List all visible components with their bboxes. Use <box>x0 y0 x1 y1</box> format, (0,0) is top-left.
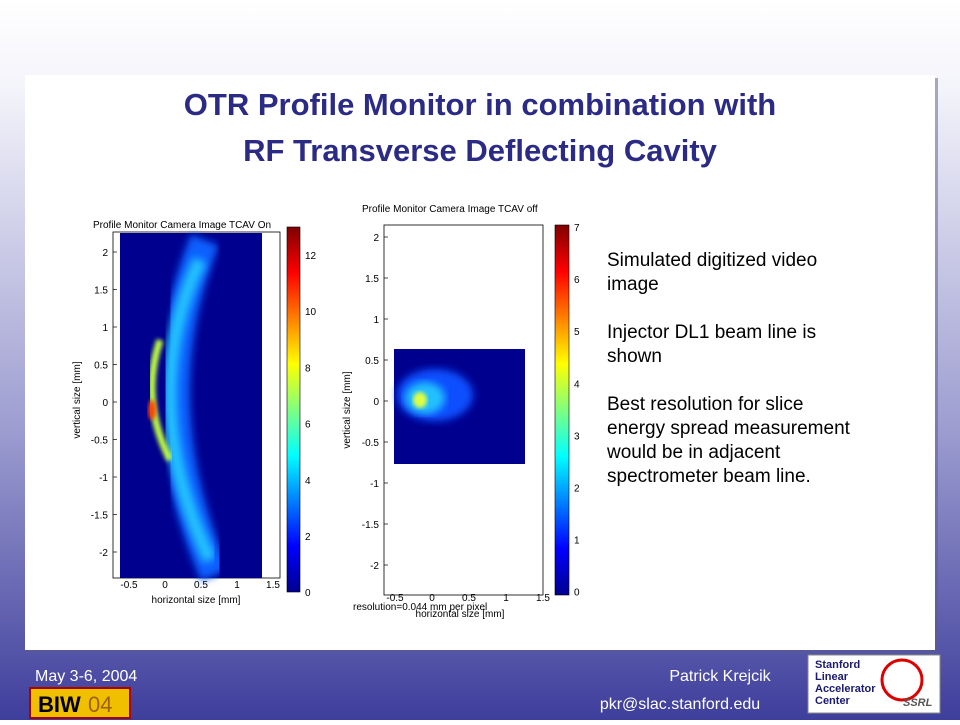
note-text: image <box>607 274 659 295</box>
colorbar-tick-label: 6 <box>305 420 311 431</box>
footer-email: pkr@slac.stanford.edu <box>600 696 760 713</box>
colorbar-tick-label: 6 <box>574 275 580 286</box>
y-axis-label: vertical size [mm] <box>342 371 353 448</box>
y-tick-label: -0.5 <box>91 436 109 447</box>
x-axis-label: horizontal size [mm] <box>152 595 241 606</box>
note-text: Injector DL1 beam line is <box>607 322 816 343</box>
x-axis-label: horizontal size [mm] <box>416 609 505 620</box>
x-tick-label: -0.5 <box>386 593 404 604</box>
colorbar-tick-label: 4 <box>305 476 311 487</box>
colorbar-tick-label: 8 <box>305 363 311 374</box>
colorbar <box>554 224 570 596</box>
beam-peak <box>413 392 427 408</box>
x-tick-label: 1.5 <box>266 580 280 591</box>
y-tick-label: 0 <box>102 398 108 409</box>
x-tick-label: -0.5 <box>120 580 138 591</box>
y-tick-label: -2 <box>99 548 108 559</box>
y-tick-label: -1 <box>370 479 379 490</box>
y-tick-label: -1.5 <box>362 520 380 531</box>
colorbar-tick-label: 10 <box>305 307 317 318</box>
logo-text: Linear <box>815 671 849 683</box>
logo-text: 04 <box>88 692 112 717</box>
note-text: shown <box>607 346 662 367</box>
y-tick-label: -2 <box>370 561 379 572</box>
logo-text: SSRL <box>903 697 933 709</box>
slide-title: RF Transverse Deflecting Cavity <box>243 133 718 168</box>
beam-peak <box>148 338 174 462</box>
plot-title: Profile Monitor Camera Image TCAV On <box>93 220 271 231</box>
note-text: Simulated digitized video <box>607 250 817 271</box>
footer-date: May 3-6, 2004 <box>35 668 137 685</box>
beam-image <box>148 234 229 581</box>
colorbar-tick-label: 4 <box>574 379 580 390</box>
y-tick-label: 1.5 <box>365 274 379 285</box>
y-tick-label: 1.5 <box>94 286 108 297</box>
x-tick-label: 0.5 <box>194 580 208 591</box>
colorbar-tick-label: 3 <box>574 431 580 442</box>
x-tick-label: 0 <box>429 593 435 604</box>
y-tick-label: 0 <box>373 397 379 408</box>
logo-text: BIW <box>38 692 81 717</box>
x-tick-label: 1.5 <box>536 593 550 604</box>
colorbar-tick-label: 2 <box>574 484 580 495</box>
slide-title: OTR Profile Monitor in combination with <box>184 87 776 122</box>
footer-author: Patrick Krejcik <box>669 668 771 685</box>
colorbar-tick-label: 2 <box>305 532 311 543</box>
logo-text: Stanford <box>815 659 860 671</box>
logo-text: Accelerator <box>815 683 876 695</box>
beam-max <box>148 400 156 420</box>
plot-title: Profile Monitor Camera Image TCAV off <box>362 204 538 215</box>
y-axis-label: vertical size [mm] <box>72 361 83 438</box>
y-tick-label: -1 <box>99 473 108 484</box>
y-tick-label: -0.5 <box>362 438 380 449</box>
y-tick-label: -1.5 <box>91 511 109 522</box>
logo-slac <box>807 654 941 714</box>
y-tick-label: 1 <box>373 315 379 326</box>
y-tick-label: 0.5 <box>365 356 379 367</box>
colorbar-tick-label: 0 <box>305 588 311 599</box>
note-text: energy spread measurement <box>607 418 851 439</box>
note-text: spectrometer beam line. <box>607 466 811 487</box>
x-tick-label: 1 <box>503 593 509 604</box>
x-tick-label: 0.5 <box>462 593 476 604</box>
plot-note: resolution=0.044 mm per pixel <box>353 602 487 613</box>
logo-text: Center <box>815 695 851 707</box>
colorbar-tick-label: 1 <box>574 536 580 547</box>
logo-ring <box>880 658 924 702</box>
colorbar <box>286 226 301 593</box>
note-text: Best resolution for slice <box>607 394 803 415</box>
y-tick-label: 2 <box>373 233 379 244</box>
beam-core <box>162 257 217 563</box>
colorbar-tick-label: 0 <box>574 588 580 599</box>
colorbar-tick-label: 7 <box>574 223 580 234</box>
y-tick-label: 0.5 <box>94 361 108 372</box>
y-tick-label: 1 <box>102 323 108 334</box>
y-tick-label: 2 <box>102 248 108 259</box>
colorbar-tick-label: 5 <box>574 327 580 338</box>
logo-biw <box>29 687 131 719</box>
colorbar-tick-label: 12 <box>305 251 317 262</box>
x-tick-label: 1 <box>234 580 240 591</box>
x-tick-label: 0 <box>162 580 168 591</box>
note-text: would be in adjacent <box>606 442 781 463</box>
